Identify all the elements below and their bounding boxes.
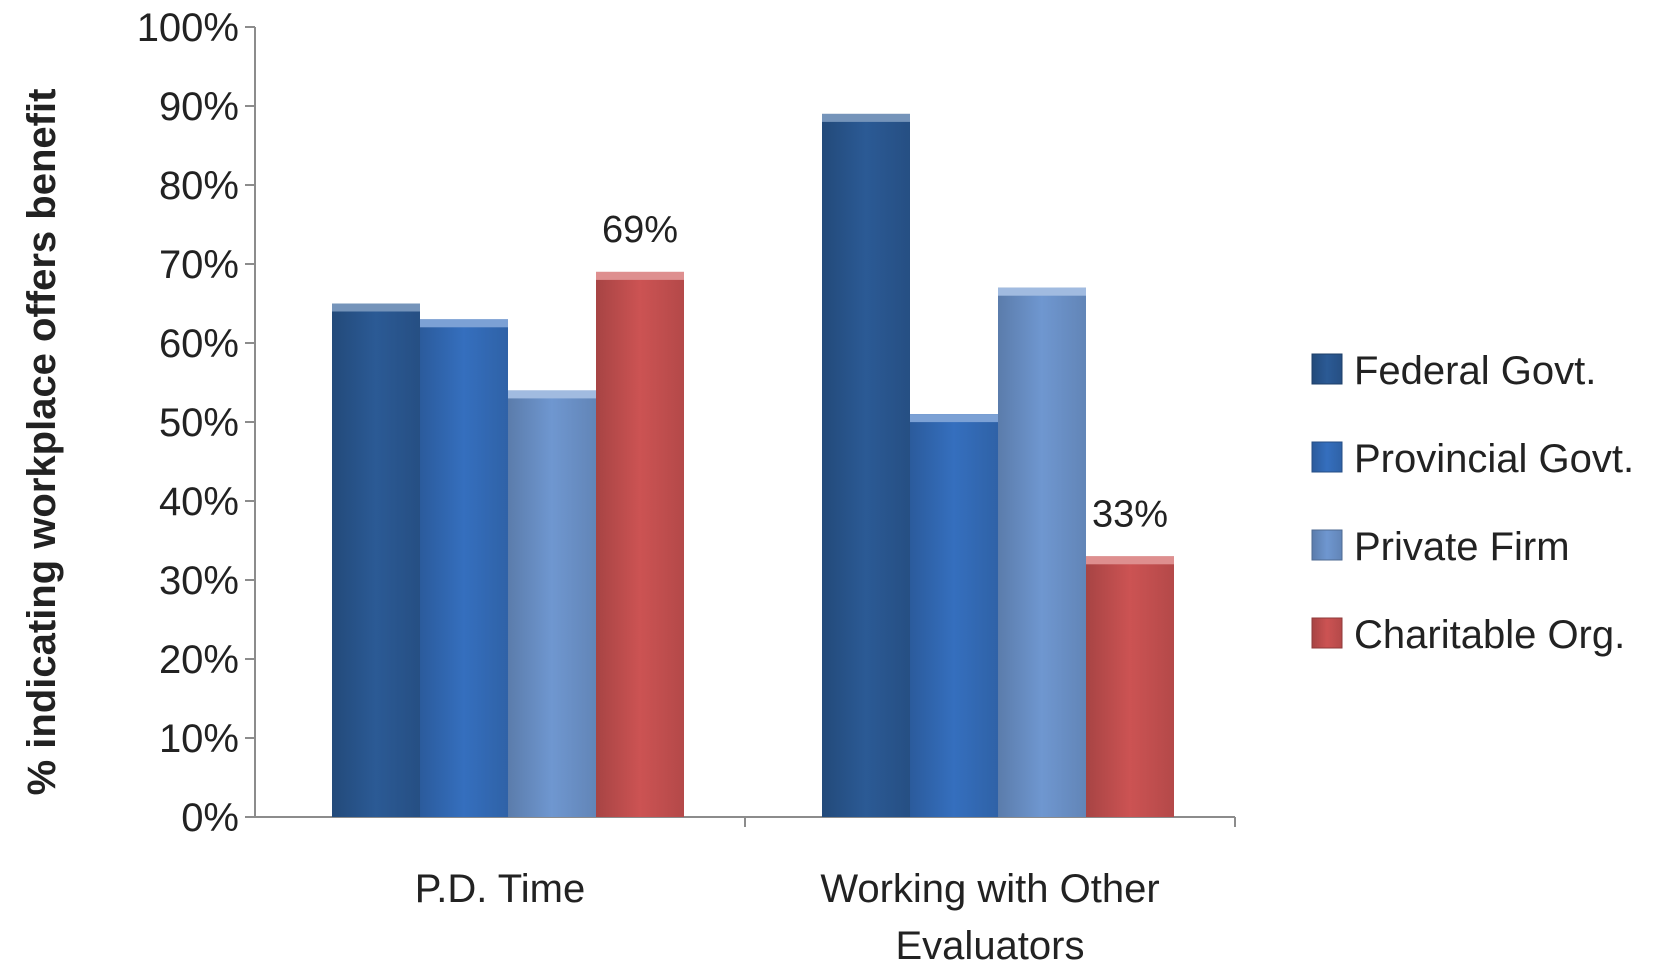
x-category-label: P.D. Time	[415, 867, 585, 911]
bar-top-bevel	[508, 390, 596, 399]
y-tick-label: 40%	[159, 480, 239, 524]
bar-top-bevel	[1086, 556, 1174, 565]
y-tick-label: 50%	[159, 401, 239, 445]
bar	[822, 113, 910, 817]
axes: 0% 10% 20% 30% 40% 50% 60% 70% 80% 90% 100% % indic…	[20, 6, 1236, 968]
bar	[420, 319, 508, 817]
legend-swatch	[1311, 353, 1343, 385]
legend-label: Provincial Govt.	[1354, 437, 1634, 481]
bar	[910, 414, 998, 817]
bar-top-bevel	[910, 414, 998, 423]
y-tick-label: 80%	[159, 164, 239, 208]
legend: Federal Govt. Provincial Govt. Private Fir…	[1311, 349, 1634, 657]
bar-top-bevel	[420, 319, 508, 328]
bar-top-bevel	[822, 113, 910, 122]
legend-label: Federal Govt.	[1354, 349, 1596, 393]
y-tick-label: 100%	[137, 6, 239, 50]
legend-swatch	[1311, 529, 1343, 561]
bar-top-bevel	[998, 287, 1086, 296]
x-category-label: Evaluators	[896, 924, 1085, 968]
y-tick-label: 60%	[159, 322, 239, 366]
data-label: 69%	[602, 209, 678, 251]
bar	[998, 287, 1086, 817]
y-tick-label: 20%	[159, 638, 239, 682]
bars	[332, 113, 1174, 817]
x-category-label: Working with Other	[820, 867, 1159, 911]
y-tick-label: 70%	[159, 243, 239, 287]
bar	[1086, 556, 1174, 817]
bar-top-bevel	[332, 303, 420, 312]
bar	[508, 390, 596, 817]
y-tick-label: 90%	[159, 85, 239, 129]
y-tick-label: 10%	[159, 717, 239, 761]
legend-label: Private Firm	[1354, 525, 1570, 569]
data-labels: 69% 33%	[602, 209, 1168, 535]
bar	[596, 271, 684, 817]
legend-swatch	[1311, 441, 1343, 473]
y-tick-label: 0%	[181, 796, 239, 840]
legend-swatch	[1311, 617, 1343, 649]
bar-top-bevel	[596, 271, 684, 280]
y-axis-title: % indicating workplace offers benefit	[20, 89, 64, 796]
data-label: 33%	[1092, 493, 1168, 535]
legend-label: Charitable Org.	[1354, 613, 1625, 657]
bar	[332, 303, 420, 817]
y-tick-label: 30%	[159, 559, 239, 603]
